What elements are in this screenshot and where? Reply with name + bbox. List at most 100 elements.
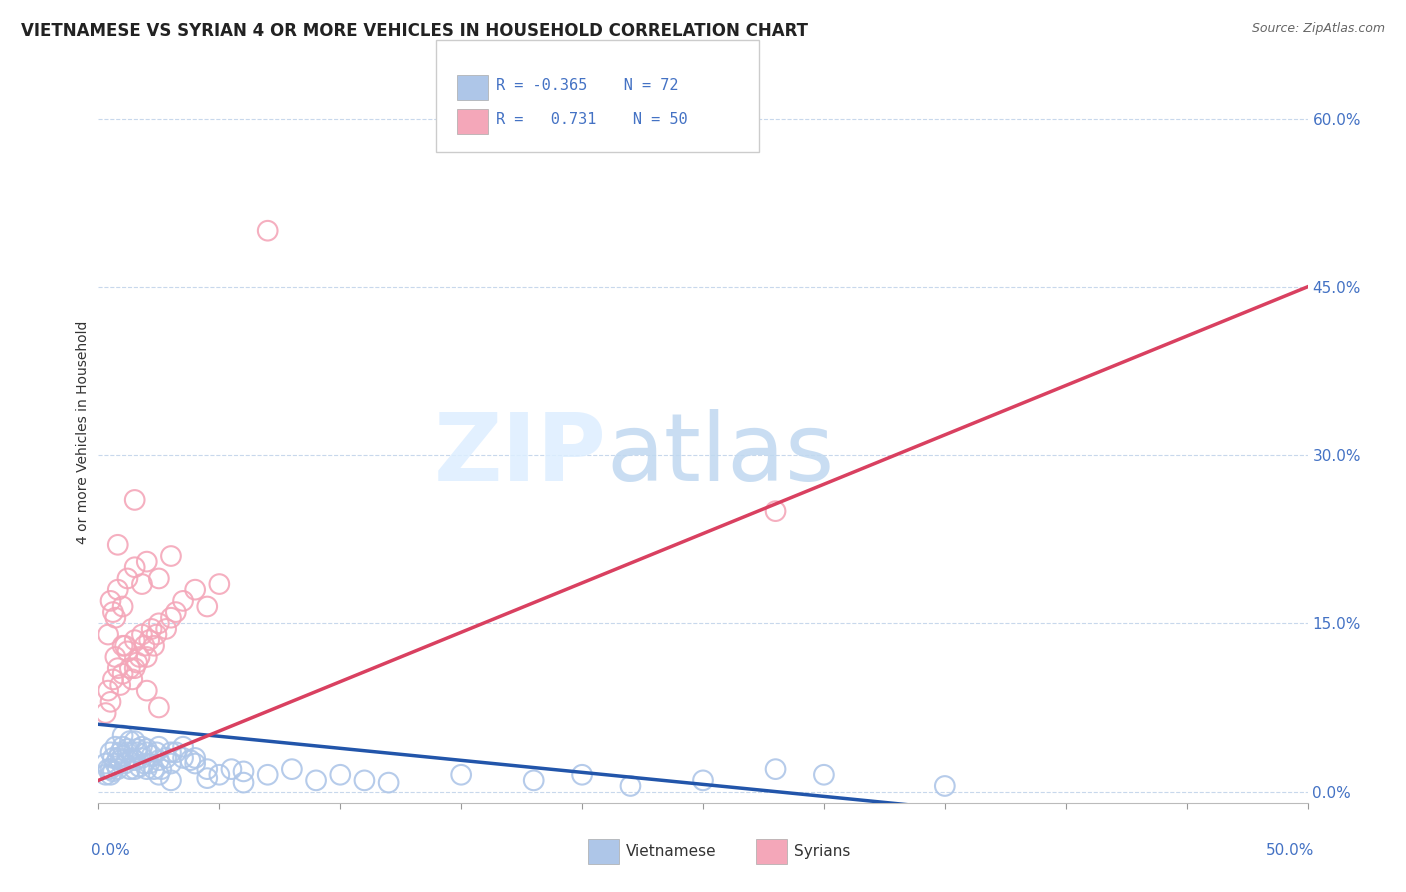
Point	[135, 650, 157, 665]
Point	[184, 582, 207, 597]
Point	[135, 742, 157, 756]
Point	[131, 751, 153, 765]
Point	[124, 492, 146, 507]
Point	[118, 661, 141, 675]
Point	[148, 753, 170, 767]
Point	[195, 599, 218, 614]
Point	[124, 734, 146, 748]
Point	[117, 644, 139, 658]
Point	[305, 773, 328, 788]
Point	[124, 633, 146, 648]
Point	[148, 700, 170, 714]
Point	[281, 762, 304, 776]
Point	[143, 762, 166, 776]
Point	[114, 756, 136, 771]
Point	[107, 762, 129, 776]
Point	[100, 594, 122, 608]
Point	[111, 639, 134, 653]
Point	[450, 768, 472, 782]
Point	[101, 605, 124, 619]
Text: R = -0.365    N = 72: R = -0.365 N = 72	[496, 78, 679, 93]
Point	[150, 762, 173, 776]
Point	[256, 224, 278, 238]
Point	[141, 622, 163, 636]
Text: Source: ZipAtlas.com: Source: ZipAtlas.com	[1251, 22, 1385, 36]
Point	[111, 666, 134, 681]
Point	[172, 751, 194, 765]
Point	[145, 745, 167, 759]
Point	[619, 779, 641, 793]
Point	[172, 739, 194, 754]
Point	[128, 760, 150, 774]
Point	[179, 753, 201, 767]
Text: Vietnamese: Vietnamese	[626, 845, 716, 859]
Point	[111, 748, 134, 763]
Point	[135, 745, 157, 759]
Point	[94, 768, 117, 782]
Point	[256, 768, 278, 782]
Point	[172, 594, 194, 608]
Point	[208, 768, 231, 782]
Point	[127, 742, 149, 756]
Point	[131, 577, 153, 591]
Point	[571, 768, 593, 782]
Point	[195, 771, 218, 785]
Point	[138, 756, 160, 771]
Point	[208, 577, 231, 591]
Point	[128, 650, 150, 665]
Point	[104, 610, 127, 624]
Point	[165, 605, 187, 619]
Point	[104, 650, 127, 665]
Point	[232, 775, 254, 789]
Text: R =   0.731    N = 50: R = 0.731 N = 50	[496, 112, 688, 127]
Text: 0.0%: 0.0%	[91, 843, 131, 858]
Point	[127, 745, 149, 759]
Point	[108, 753, 131, 767]
Point	[108, 678, 131, 692]
Text: atlas: atlas	[606, 409, 835, 500]
Point	[138, 633, 160, 648]
Point	[111, 739, 134, 754]
Point	[124, 753, 146, 767]
Point	[135, 555, 157, 569]
Point	[232, 764, 254, 779]
Point	[377, 775, 399, 789]
Point	[97, 762, 120, 776]
Point	[765, 762, 787, 776]
Point	[141, 748, 163, 763]
Point	[143, 639, 166, 653]
Point	[934, 779, 956, 793]
Point	[134, 639, 156, 653]
Point	[107, 538, 129, 552]
Point	[184, 751, 207, 765]
Text: ZIP: ZIP	[433, 409, 606, 500]
Point	[124, 661, 146, 675]
Point	[145, 627, 167, 641]
Point	[107, 582, 129, 597]
Point	[160, 549, 183, 563]
Point	[101, 673, 124, 687]
Point	[107, 661, 129, 675]
Point	[101, 751, 124, 765]
Point	[94, 756, 117, 771]
Point	[353, 773, 375, 788]
Point	[148, 739, 170, 754]
Text: VIETNAMESE VS SYRIAN 4 OR MORE VEHICLES IN HOUSEHOLD CORRELATION CHART: VIETNAMESE VS SYRIAN 4 OR MORE VEHICLES …	[21, 22, 808, 40]
Point	[97, 627, 120, 641]
Point	[195, 762, 218, 776]
Point	[100, 695, 122, 709]
Point	[160, 773, 183, 788]
Point	[155, 622, 177, 636]
Point	[104, 739, 127, 754]
Point	[165, 745, 187, 759]
Point	[117, 745, 139, 759]
Point	[104, 756, 127, 771]
Point	[131, 627, 153, 641]
Point	[107, 751, 129, 765]
Point	[160, 756, 183, 771]
Point	[94, 706, 117, 720]
Point	[135, 762, 157, 776]
Point	[100, 745, 122, 759]
Text: 50.0%: 50.0%	[1267, 843, 1315, 858]
Point	[117, 742, 139, 756]
